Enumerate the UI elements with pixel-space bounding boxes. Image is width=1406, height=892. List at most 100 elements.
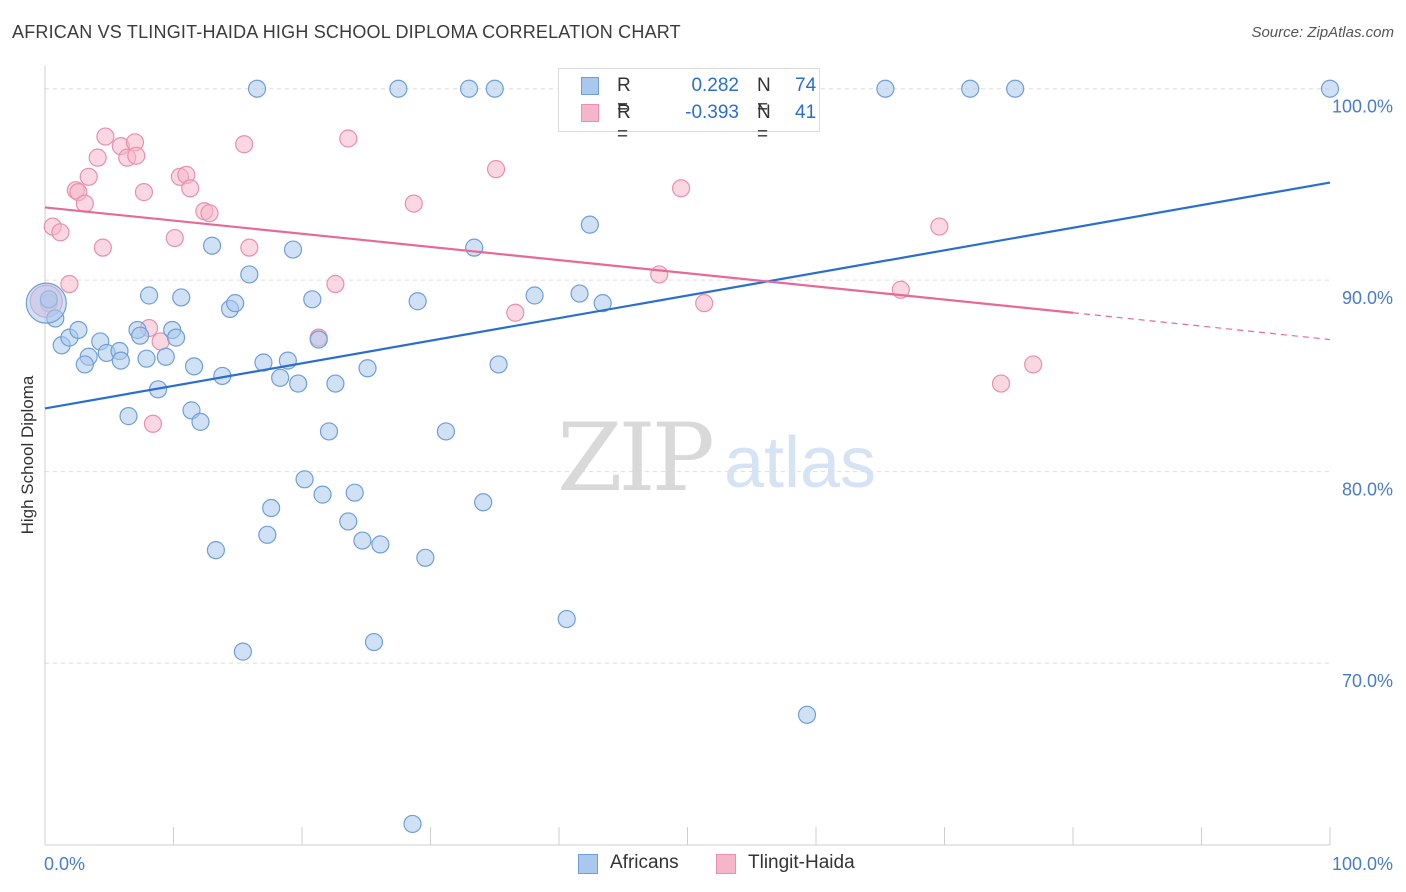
africans-point	[319, 422, 339, 441]
tlingit-haida-point	[240, 238, 259, 257]
watermark: ZIP atlas	[557, 404, 876, 513]
africans-point	[371, 535, 390, 554]
tlingit-haida-point	[339, 129, 358, 148]
legend-n-label: N =	[757, 102, 771, 145]
tlingit-haida-point	[404, 194, 423, 213]
africans-point	[69, 320, 88, 340]
tlingit-haida-point	[88, 148, 107, 167]
africans-point	[309, 330, 328, 349]
africans-point	[1320, 79, 1340, 98]
trend-lines	[44, 181, 1331, 410]
series-swatch-tlingit-haida	[716, 854, 736, 874]
tlingit-haida-point	[991, 374, 1011, 393]
legend-r-label: R =	[617, 75, 631, 118]
tlingit-haida-point	[200, 204, 219, 223]
africans-trend-line	[44, 181, 1331, 410]
tlingit-haida-point	[486, 160, 506, 179]
legend-swatch-africans	[581, 77, 599, 95]
watermark-zip: ZIP	[557, 404, 711, 513]
chart-title: AFRICAN VS TLINGIT-HAIDA HIGH SCHOOL DIP…	[12, 22, 681, 42]
africans-point	[489, 355, 508, 374]
y-tick-label: 90.0%	[1342, 288, 1393, 308]
watermark-atlas: atlas	[724, 423, 876, 503]
africans-points	[25, 79, 1340, 834]
africans-point	[191, 412, 210, 431]
africans-point	[289, 374, 308, 393]
tlingit-haida-point	[96, 127, 115, 146]
series-swatch-africans	[578, 854, 598, 874]
africans-point	[797, 705, 817, 724]
africans-point	[313, 485, 332, 504]
series-label-africans: Africans	[610, 852, 679, 873]
tlingit-haida-point	[143, 414, 163, 433]
y-tick-label: 70.0%	[1342, 671, 1393, 691]
tick-labels: 100.0% 90.0% 80.0% 70.0% 0.0% 100.0%	[44, 97, 1393, 874]
africans-point	[139, 286, 159, 305]
africans-point	[358, 359, 377, 378]
africans-point	[345, 483, 364, 502]
africans-point	[525, 286, 544, 305]
legend-n-value: 41	[795, 102, 817, 123]
africans-point	[474, 493, 493, 512]
africans-point	[119, 407, 138, 426]
legend-n-label: N =	[757, 75, 771, 118]
y-tick-label: 100.0%	[1332, 97, 1393, 117]
tlingit-haida-point	[671, 179, 691, 198]
tlingit-haida-trend-line	[44, 206, 1074, 314]
africans-point	[570, 284, 589, 303]
tlingit-haida-point	[75, 194, 94, 213]
tlingit-haida-point	[930, 217, 949, 236]
africans-point	[303, 290, 322, 309]
tlingit-haida-point	[695, 294, 714, 313]
africans-point	[557, 609, 576, 629]
tlingit-haida-point	[134, 183, 154, 202]
africans-point	[184, 357, 204, 376]
africans-point	[1006, 79, 1025, 98]
legend-r-value: -0.393	[685, 102, 739, 123]
africans-point	[389, 79, 408, 98]
africans-point	[459, 79, 479, 98]
tlingit-haida-point	[650, 265, 669, 284]
legend-r-label: R =	[617, 102, 631, 145]
legend-r-value: 0.282	[691, 75, 739, 96]
tlingit-haida-point	[79, 167, 98, 186]
africans-point	[233, 642, 252, 661]
tlingit-haida-point	[93, 238, 112, 257]
africans-point	[465, 238, 484, 257]
series-legend: Africans Tlingit-Haida	[0, 852, 1406, 878]
africans-point	[353, 531, 372, 550]
africans-point	[295, 470, 314, 489]
x-tick-label: 0.0%	[44, 854, 85, 874]
tlingit-haida-point	[127, 146, 146, 165]
africans-point	[240, 265, 259, 284]
africans-point	[262, 498, 281, 518]
africans-point	[403, 814, 422, 834]
africans-point	[271, 368, 290, 387]
africans-point	[876, 79, 895, 98]
africans-point	[593, 294, 612, 313]
africans-point	[75, 355, 94, 374]
series-label-tlingit-haida: Tlingit-Haida	[748, 852, 855, 873]
africans-point	[364, 632, 384, 652]
africans-point	[111, 351, 130, 370]
africans-point	[156, 347, 175, 366]
africans-point	[485, 79, 504, 98]
gridlines	[45, 88, 1330, 664]
source-label: Source: ZipAtlas.com	[1251, 24, 1394, 41]
africans-point	[130, 326, 150, 345]
africans-point	[247, 79, 267, 98]
africans-point	[137, 349, 156, 368]
legend-swatch-tlingit-haida	[581, 104, 599, 122]
africans-point	[580, 215, 599, 234]
africans-point	[258, 525, 277, 544]
africans-point	[339, 512, 358, 531]
tlingit-haida-point	[181, 179, 200, 198]
africans-point	[283, 240, 303, 259]
africans-point	[206, 541, 226, 560]
tlingit-haida-point	[1024, 355, 1043, 374]
africans-point	[226, 294, 245, 313]
africans-point	[172, 288, 191, 307]
tlingit-haida-point	[165, 228, 184, 248]
stats-legend: R = 0.282 N = 74 R = -0.393 N = 41	[558, 68, 820, 145]
